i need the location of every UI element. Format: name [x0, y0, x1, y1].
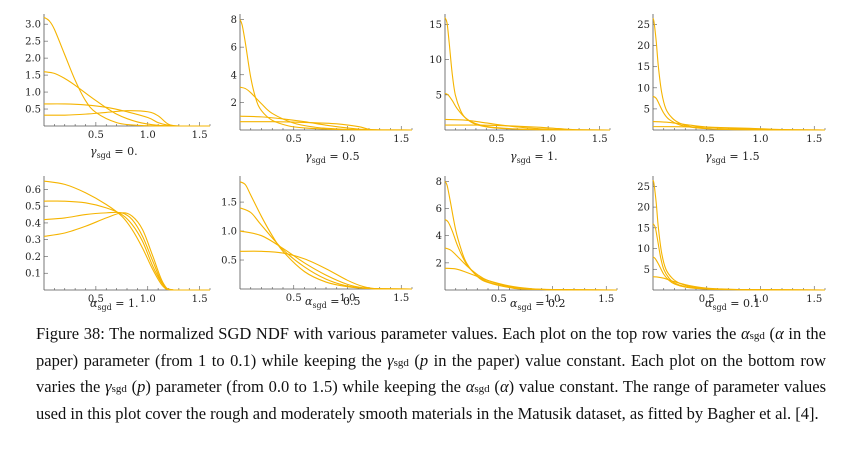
x-tick-label: 1.0 — [753, 294, 769, 305]
panel-label: αsgd = 0.1 — [705, 297, 761, 312]
panel-5: 0.5 1.0 1.5 0.1 0.2 0.3 0.4 0.5 0.6 αsgd = 1. — [25, 176, 211, 312]
series-line-3 — [652, 223, 826, 291]
series-line-4 — [444, 17, 611, 131]
x-tick-label: 0.5 — [286, 134, 302, 145]
y-tick-label: 25 — [637, 20, 650, 31]
panel-label: αsgd = 0.2 — [510, 297, 566, 312]
x-tick-label: 0.5 — [699, 134, 715, 145]
x-tick-label: 1.0 — [140, 130, 156, 141]
x-tick-label: 1.0 — [540, 134, 556, 145]
panel-7: 0.5 1.0 1.5 2 4 6 8 αsgd = 0.2 — [436, 176, 618, 312]
series-line-4 — [652, 18, 826, 131]
x-tick-label: 1.0 — [753, 134, 769, 145]
y-tick-label: 1.5 — [221, 198, 237, 209]
y-tick-label: 3.0 — [25, 20, 41, 31]
panel-label: γsgd = 1. — [510, 150, 558, 165]
series-line-4 — [444, 181, 618, 291]
x-tick-label: 1.5 — [393, 134, 409, 145]
y-tick-label: 6 — [231, 43, 237, 54]
y-tick-label: 5 — [436, 90, 442, 101]
y-tick-label: 0.4 — [25, 218, 41, 229]
series-line-2 — [239, 230, 412, 290]
y-tick-label: 10 — [637, 83, 650, 94]
panel-2: 0.5 1.0 1.5 2 4 6 8 γsgd = 0.5 — [231, 14, 413, 165]
panel-8: 0.5 1.0 1.5 5 10 15 20 25 αsgd = 0.1 — [637, 176, 826, 312]
y-tick-label: 4 — [231, 70, 237, 81]
series-line-4 — [239, 181, 413, 290]
series-line-3 — [652, 95, 826, 131]
y-tick-label: 5 — [644, 265, 650, 276]
y-tick-label: 2 — [436, 258, 442, 269]
x-tick-label: 1.5 — [806, 294, 822, 305]
series-line-4 — [652, 179, 826, 291]
series-line-4 — [43, 16, 210, 127]
y-tick-label: 8 — [436, 177, 442, 188]
series-line-3 — [239, 207, 413, 290]
y-tick-label: 0.5 — [25, 202, 41, 213]
y-tick-label: 20 — [637, 41, 650, 52]
panel-label: αsgd = 0.5 — [305, 295, 361, 310]
series-line-1 — [239, 250, 412, 290]
x-tick-label: 1.5 — [192, 130, 208, 141]
x-tick-label: 0.5 — [489, 134, 505, 145]
x-tick-label: 0.5 — [88, 294, 104, 305]
series-line-1 — [444, 267, 618, 291]
y-tick-label: 1.0 — [25, 88, 41, 99]
series-line-2 — [43, 211, 210, 291]
panel-label: γsgd = 0. — [90, 145, 138, 160]
x-tick-label: 1.0 — [340, 293, 356, 304]
y-tick-label: 20 — [637, 203, 650, 214]
x-tick-label: 1.5 — [806, 134, 822, 145]
x-tick-label: 1.5 — [592, 134, 608, 145]
series-line-3 — [444, 218, 618, 291]
series-line-4 — [43, 180, 210, 291]
y-tick-label: 10 — [637, 244, 650, 255]
y-tick-label: 0.2 — [25, 252, 41, 263]
y-tick-label: 8 — [231, 15, 237, 26]
x-tick-label: 1.0 — [545, 294, 561, 305]
panel-label: γsgd = 0.5 — [305, 150, 360, 165]
y-tick-label: 0.1 — [25, 269, 41, 280]
y-tick-label: 6 — [436, 204, 442, 215]
x-tick-label: 0.5 — [88, 130, 104, 141]
y-tick-label: 25 — [637, 182, 650, 193]
x-tick-label: 0.5 — [491, 294, 507, 305]
y-tick-label: 15 — [637, 223, 650, 234]
series-line-4 — [239, 19, 412, 131]
y-tick-label: 4 — [436, 231, 442, 242]
ndf-figure: 0.5 1.0 1.5 0.5 1.0 1.5 2.0 2.5 3.0 γsgd = 0. 0.5 1… — [25, 14, 826, 312]
x-tick-label: 0.5 — [699, 294, 715, 305]
y-tick-label: 5 — [644, 104, 650, 115]
y-tick-label: 1.0 — [221, 227, 237, 238]
panel-label: αsgd = 1. — [90, 297, 139, 312]
y-tick-label: 0.5 — [25, 105, 41, 116]
y-tick-label: 15 — [429, 20, 442, 31]
x-tick-label: 0.5 — [286, 293, 302, 304]
series-line-3 — [43, 200, 210, 291]
y-tick-label: 2.5 — [25, 37, 41, 48]
series-line-3 — [43, 71, 210, 127]
panel-4: 0.5 1.0 1.5 5 10 15 20 25 γsgd = 1.5 — [637, 14, 826, 165]
panel-1: 0.5 1.0 1.5 0.5 1.0 1.5 2.0 2.5 3.0 γsgd = 0. — [25, 14, 211, 160]
x-tick-label: 1.0 — [340, 134, 356, 145]
x-tick-label: 1.5 — [598, 294, 614, 305]
y-tick-label: 0.6 — [25, 185, 41, 196]
y-tick-label: 10 — [429, 55, 442, 66]
panel-label: γsgd = 1.5 — [705, 150, 760, 165]
y-tick-label: 0.3 — [25, 235, 41, 246]
panel-3: 0.5 1.0 1.5 5 10 15 γsgd = 1. — [429, 14, 611, 165]
y-tick-label: 15 — [637, 62, 650, 73]
x-tick-label: 1.0 — [140, 294, 156, 305]
figure-caption: Figure 38: The normalized SGD NDF with v… — [36, 324, 827, 423]
x-tick-label: 1.5 — [192, 294, 208, 305]
y-tick-label: 2.0 — [25, 54, 41, 65]
y-tick-label: 2 — [231, 98, 237, 109]
y-tick-label: 1.5 — [25, 71, 41, 82]
series-line-1 — [43, 212, 210, 291]
x-tick-label: 1.5 — [393, 293, 409, 304]
y-tick-label: 0.5 — [221, 256, 237, 267]
panel-6: 0.5 1.0 1.5 0.5 1.0 1.5 αsgd = 0.5 — [221, 176, 413, 310]
